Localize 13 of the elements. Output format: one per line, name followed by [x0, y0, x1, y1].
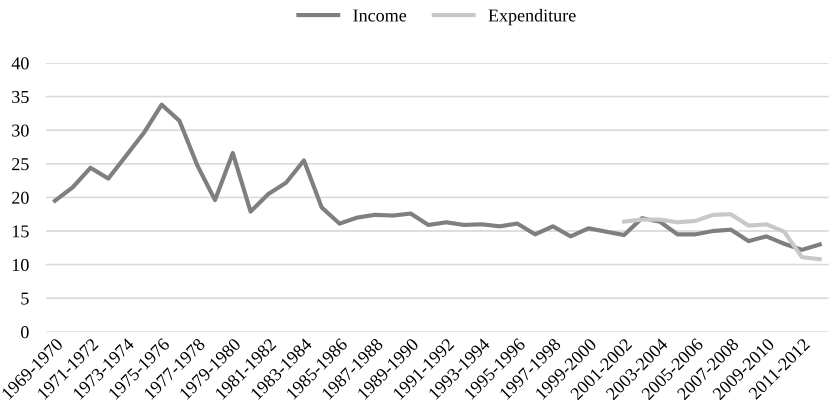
y-tick-label: 10 — [12, 258, 29, 272]
y-tick-label: 15 — [12, 225, 29, 238]
y-tick-label: 30 — [12, 124, 29, 137]
y-tick-label: 25 — [12, 158, 29, 170]
y-tick-label: 40 — [12, 57, 29, 70]
y-tick-label: 35 — [12, 90, 29, 104]
y-tick-label: 0 — [21, 326, 29, 338]
line-series — [622, 212, 822, 262]
y-tick-label: 20 — [12, 192, 29, 204]
line-series — [52, 102, 822, 252]
legend-label: Expenditure — [488, 8, 576, 26]
legend-label: Income — [353, 10, 406, 22]
y-tick-label: 5 — [21, 292, 29, 305]
